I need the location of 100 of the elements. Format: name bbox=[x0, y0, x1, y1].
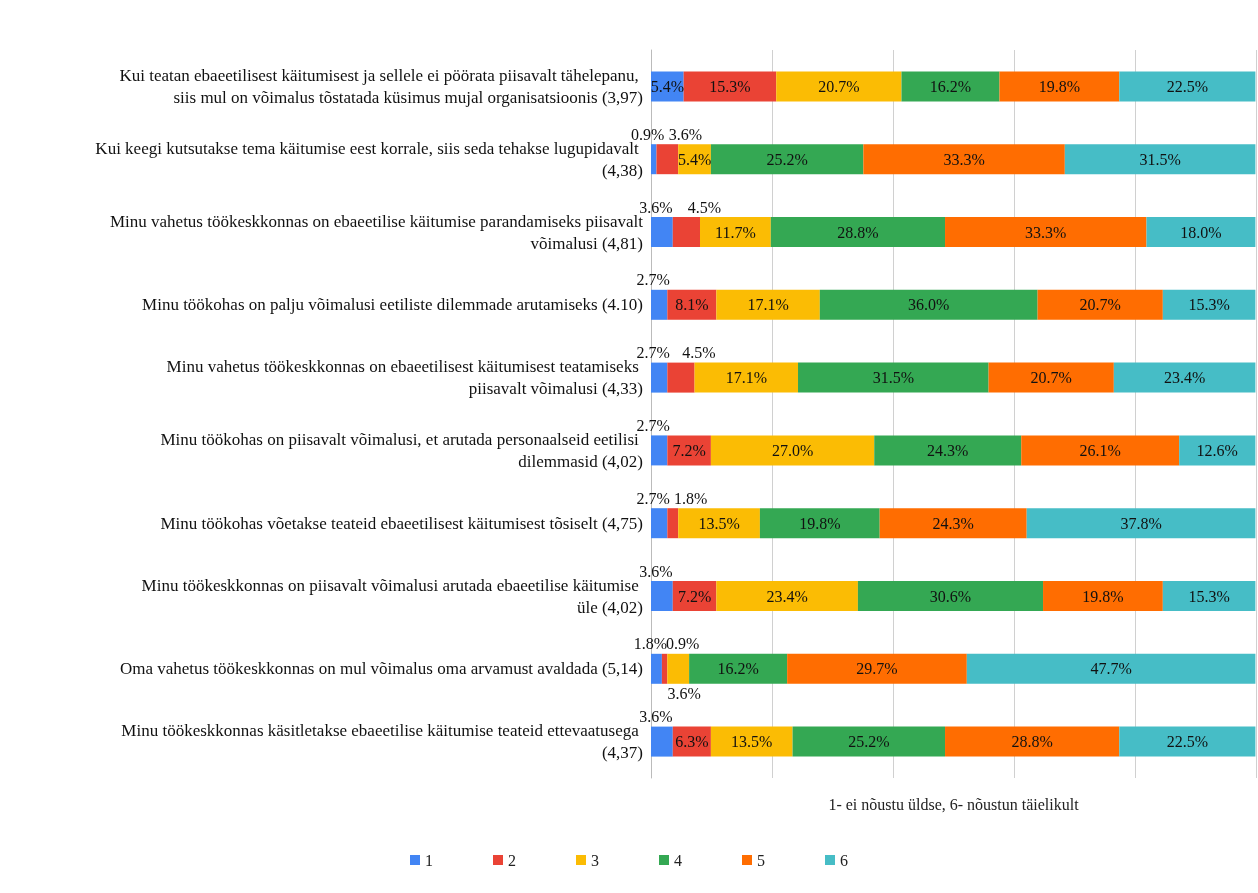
bar bbox=[651, 581, 673, 611]
data-label: 33.3% bbox=[943, 150, 985, 168]
bar bbox=[656, 144, 679, 175]
legend-label: 3 bbox=[591, 851, 599, 869]
bar bbox=[1162, 581, 1256, 611]
data-label: 2.7% bbox=[636, 489, 670, 507]
data-label: 19.8% bbox=[1038, 77, 1081, 95]
data-label: 25.2% bbox=[848, 733, 890, 751]
data-label: 19.8% bbox=[799, 514, 841, 532]
data-label: 20.7% bbox=[818, 77, 860, 95]
bar bbox=[988, 362, 1114, 393]
bar bbox=[667, 653, 690, 684]
data-label: 27.0% bbox=[771, 441, 814, 459]
data-label: 26.1% bbox=[1079, 441, 1121, 459]
data-label: 11.7% bbox=[715, 223, 756, 241]
bar bbox=[716, 289, 820, 320]
y-tick-label: Minu töökohas on palju võimalusi eetiliste dilemmade arutamiseks (4.10) bbox=[142, 295, 643, 315]
bar bbox=[651, 508, 668, 539]
data-label: 16.2% bbox=[717, 660, 759, 678]
data-label: 17.1% bbox=[747, 296, 789, 314]
bar bbox=[798, 362, 989, 393]
data-label: 30.6% bbox=[929, 587, 972, 605]
bar bbox=[759, 508, 880, 539]
bar bbox=[700, 217, 771, 247]
data-label: 1.8% bbox=[674, 489, 708, 507]
data-label: 7.2% bbox=[677, 587, 712, 605]
data-label: 6.3% bbox=[675, 733, 709, 751]
bar bbox=[879, 508, 1027, 539]
data-label: 4.5% bbox=[682, 344, 716, 362]
bar bbox=[651, 289, 668, 320]
bar bbox=[678, 508, 760, 539]
bar bbox=[945, 726, 1120, 757]
data-label: 29.7% bbox=[856, 660, 898, 678]
bar bbox=[857, 581, 1044, 611]
data-label: 5.4% bbox=[677, 150, 712, 168]
data-label: 3.6% bbox=[639, 562, 673, 580]
bar bbox=[672, 217, 701, 247]
bar bbox=[651, 653, 662, 684]
bar bbox=[1146, 217, 1256, 247]
bar bbox=[1119, 71, 1256, 102]
bar bbox=[1037, 289, 1163, 320]
bar bbox=[1021, 435, 1180, 466]
data-label: 5.4% bbox=[650, 77, 684, 95]
bar bbox=[1162, 289, 1256, 320]
data-label: 15.3% bbox=[1188, 296, 1230, 314]
bar bbox=[710, 726, 793, 757]
data-label: 3.6% bbox=[639, 198, 673, 216]
bar bbox=[710, 144, 864, 175]
data-label: 3.6% bbox=[668, 125, 702, 143]
data-label: 18.0% bbox=[1180, 223, 1222, 241]
data-label: 31.5% bbox=[872, 369, 914, 387]
bar bbox=[661, 653, 668, 684]
data-label: 13.5% bbox=[731, 733, 773, 751]
legend-label: 4 bbox=[674, 851, 682, 869]
data-label: 2.7% bbox=[636, 416, 670, 434]
bar bbox=[1064, 144, 1256, 175]
bar bbox=[667, 362, 695, 393]
bar bbox=[792, 726, 946, 757]
data-label: 23.4% bbox=[1163, 369, 1206, 387]
bar bbox=[1043, 581, 1163, 611]
bar bbox=[651, 144, 657, 175]
y-tick-label: Oma vahetus töökeskkonnas on mul võimalus oma arvamust avaldada (5,14) bbox=[119, 659, 643, 679]
data-label: 15.3% bbox=[709, 77, 751, 95]
data-label: 20.7% bbox=[1030, 369, 1072, 387]
data-label: 15.3% bbox=[1188, 587, 1230, 605]
data-label: 3.6% bbox=[667, 685, 701, 703]
data-label: 47.7% bbox=[1090, 660, 1132, 678]
data-label: 37.8% bbox=[1120, 514, 1162, 532]
y-tick-label: Minu töökohas võetakse teateid ebaeetilisest käitumisest tõsiselt (4,75) bbox=[160, 513, 643, 533]
bar bbox=[694, 362, 799, 393]
data-label: 16.2% bbox=[929, 77, 972, 95]
legend-label: 6 bbox=[840, 851, 848, 869]
bar bbox=[787, 653, 967, 684]
y-tick-label: Kui teatan ebaeetilisest käitumisest ja sellele ei pöörata piisavalt tähelepanu, siis mul on võimalus tõstatada küsimus mujal organisatsioonis (3,97) bbox=[119, 65, 643, 107]
data-label: 28.8% bbox=[837, 223, 879, 241]
data-label: 22.5% bbox=[1166, 77, 1208, 95]
data-label: 17.1% bbox=[725, 369, 767, 387]
bar bbox=[819, 289, 1038, 320]
bar bbox=[651, 435, 668, 466]
data-label: 1.8% bbox=[633, 635, 668, 653]
data-label: 31.5% bbox=[1139, 150, 1181, 168]
data-label: 24.3% bbox=[927, 441, 969, 459]
data-label: 7.2% bbox=[672, 441, 706, 459]
legend-label: 1 bbox=[425, 851, 433, 869]
data-label: 0.9% bbox=[665, 635, 700, 653]
bar bbox=[1113, 362, 1256, 393]
bar bbox=[1119, 726, 1256, 757]
x-axis-title: 1- ei nõustu üldse, 6- nõustun täielikult bbox=[828, 795, 1080, 813]
bar bbox=[651, 362, 668, 393]
bar bbox=[1026, 508, 1256, 539]
data-label: 8.1% bbox=[675, 296, 709, 314]
bar bbox=[770, 217, 946, 247]
bar bbox=[901, 71, 1000, 102]
bar bbox=[667, 508, 679, 539]
bar bbox=[689, 653, 788, 684]
bar bbox=[651, 217, 673, 247]
bar bbox=[945, 217, 1147, 247]
data-label: 0.9% bbox=[631, 125, 665, 143]
data-label: 19.8% bbox=[1082, 587, 1124, 605]
bar bbox=[683, 71, 777, 102]
